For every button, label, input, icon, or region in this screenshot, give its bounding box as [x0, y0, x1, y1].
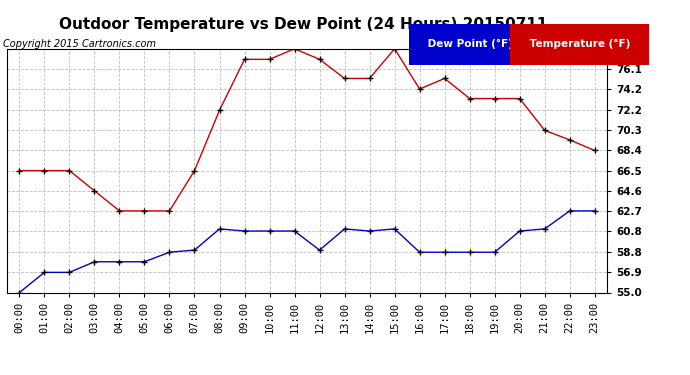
- Text: Outdoor Temperature vs Dew Point (24 Hours) 20150711: Outdoor Temperature vs Dew Point (24 Hou…: [59, 17, 548, 32]
- Text: Temperature (°F): Temperature (°F): [526, 39, 634, 50]
- Text: Copyright 2015 Cartronics.com: Copyright 2015 Cartronics.com: [3, 39, 157, 50]
- Text: Dew Point (°F): Dew Point (°F): [424, 39, 517, 50]
